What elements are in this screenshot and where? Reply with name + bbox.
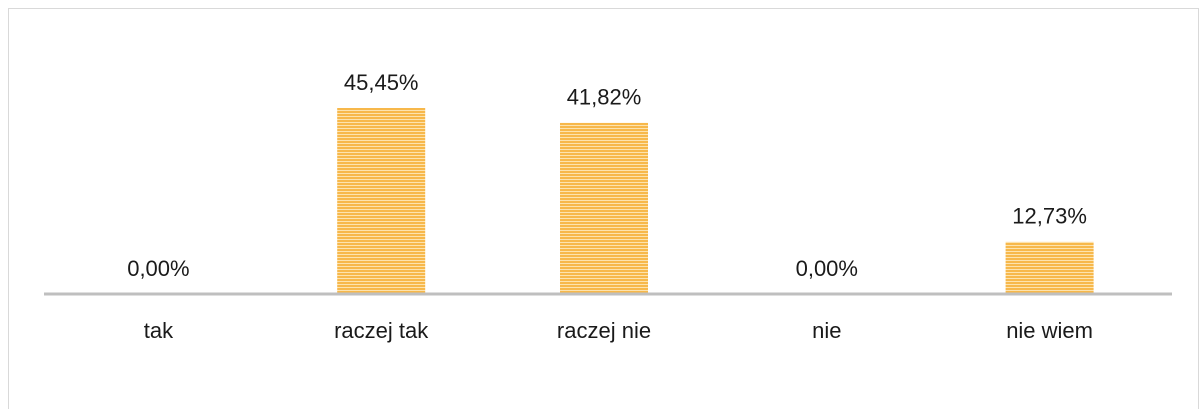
value-label: 41,82%: [567, 85, 642, 110]
value-label: 45,45%: [344, 70, 419, 95]
x-tick-label: raczej tak: [334, 318, 429, 343]
x-tick-label: nie wiem: [1006, 318, 1093, 343]
x-tick-label: tak: [144, 318, 174, 343]
value-label: 12,73%: [1012, 204, 1087, 229]
bar: [337, 108, 426, 294]
x-tick-label: nie: [812, 318, 841, 343]
value-label: 0,00%: [127, 256, 189, 281]
x-tick-label: raczej nie: [557, 318, 651, 343]
value-label: 0,00%: [796, 256, 858, 281]
bar: [560, 122, 648, 295]
bar: [1005, 241, 1094, 294]
